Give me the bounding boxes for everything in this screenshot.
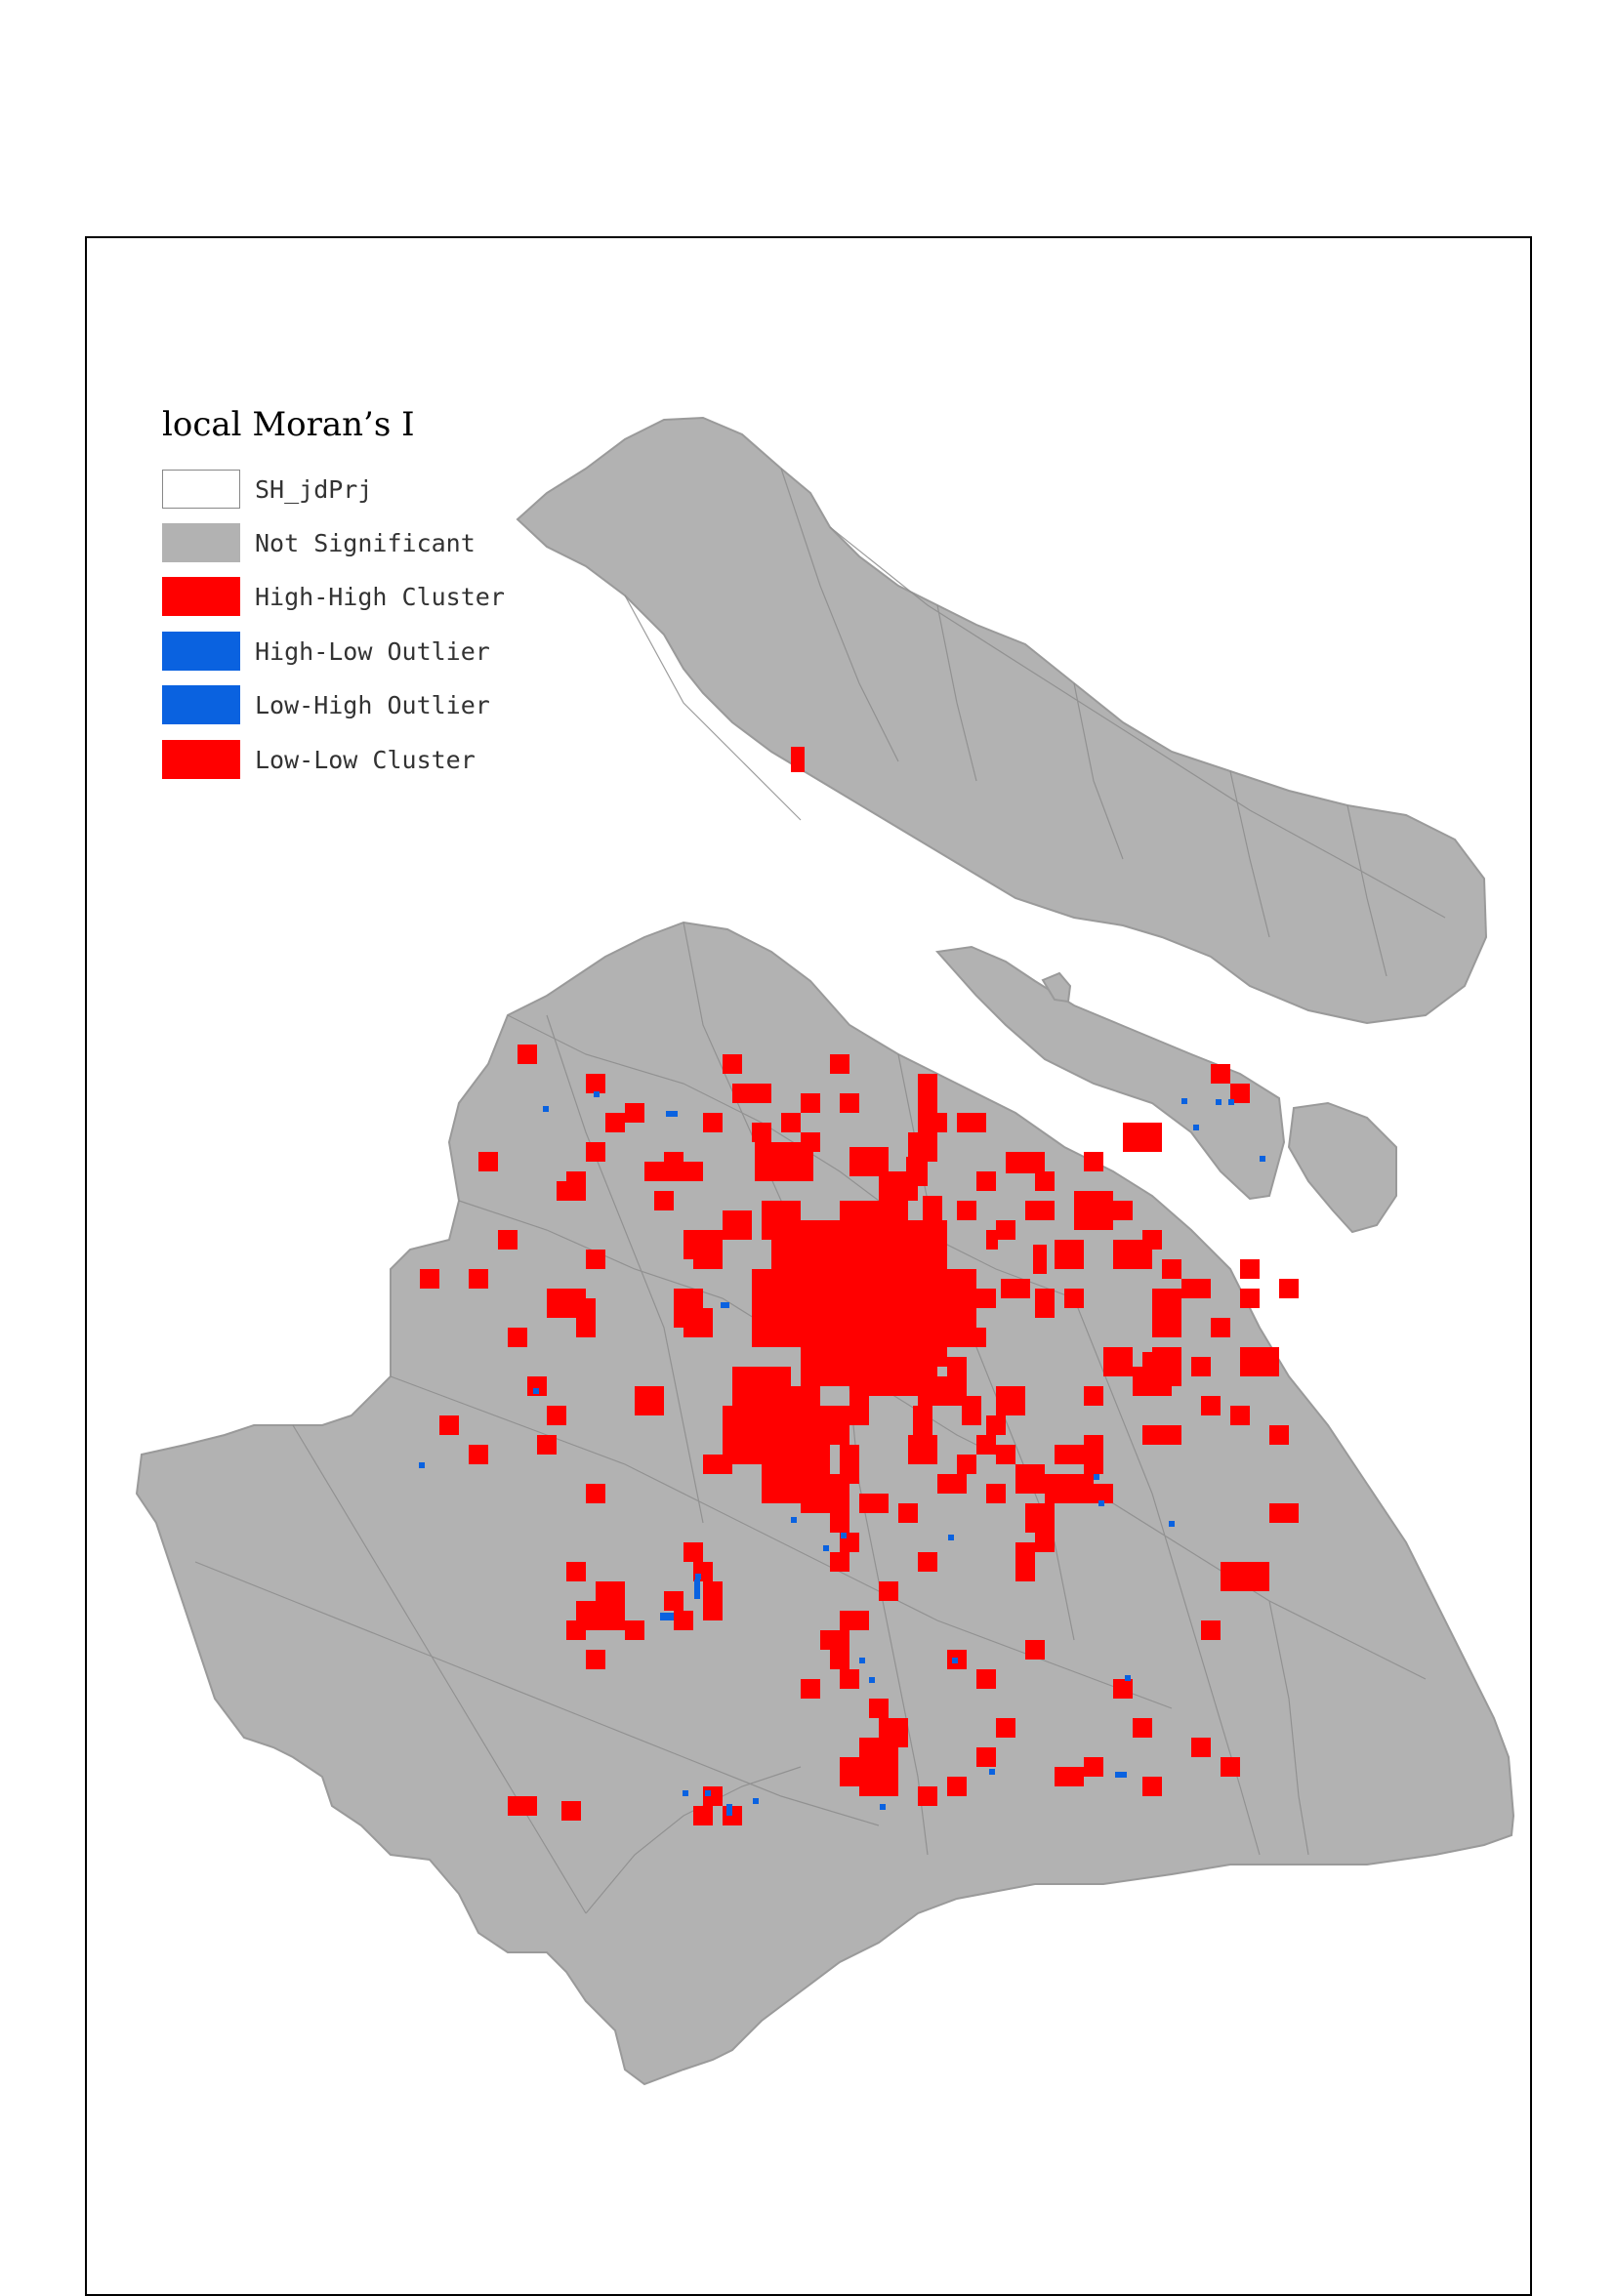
small-islet: [1041, 971, 1072, 1004]
legend-item-sh-jdprj: SH_jdPrj: [162, 470, 572, 509]
legend-label: High-Low Outlier: [255, 637, 490, 666]
legend-label: Low-High Outlier: [255, 691, 490, 719]
legend-swatch: [162, 685, 240, 724]
legend-item-low-low-cluster: Low-Low Cluster: [162, 740, 572, 779]
legend-label: High-High Cluster: [255, 583, 505, 611]
legend-label: SH_jdPrj: [255, 475, 373, 504]
legend-swatch: [162, 632, 240, 671]
changxing-island: [935, 945, 1286, 1201]
legend-item-high-high-cluster: High-High Cluster: [162, 577, 572, 616]
chongming-island: [516, 416, 1488, 1025]
high-high-clusters: [420, 747, 1299, 1825]
legend-title: local Moran’s I: [162, 405, 415, 444]
legend-item-high-low-outlier: High-Low Outlier: [162, 632, 572, 671]
outliers: [419, 1091, 1265, 1816]
chongming-cluster: [791, 747, 805, 772]
legend-swatch: [162, 740, 240, 779]
legend-label: Low-Low Cluster: [255, 746, 476, 774]
legend-swatch: [162, 470, 240, 509]
hengsha-island: [1287, 1101, 1397, 1234]
legend-swatch: [162, 523, 240, 562]
legend-swatch: [162, 577, 240, 616]
legend-item-not-significant: Not Significant: [162, 523, 572, 562]
legend-item-low-high-outlier: Low-High Outlier: [162, 685, 572, 724]
legend-label: Not Significant: [255, 529, 476, 557]
